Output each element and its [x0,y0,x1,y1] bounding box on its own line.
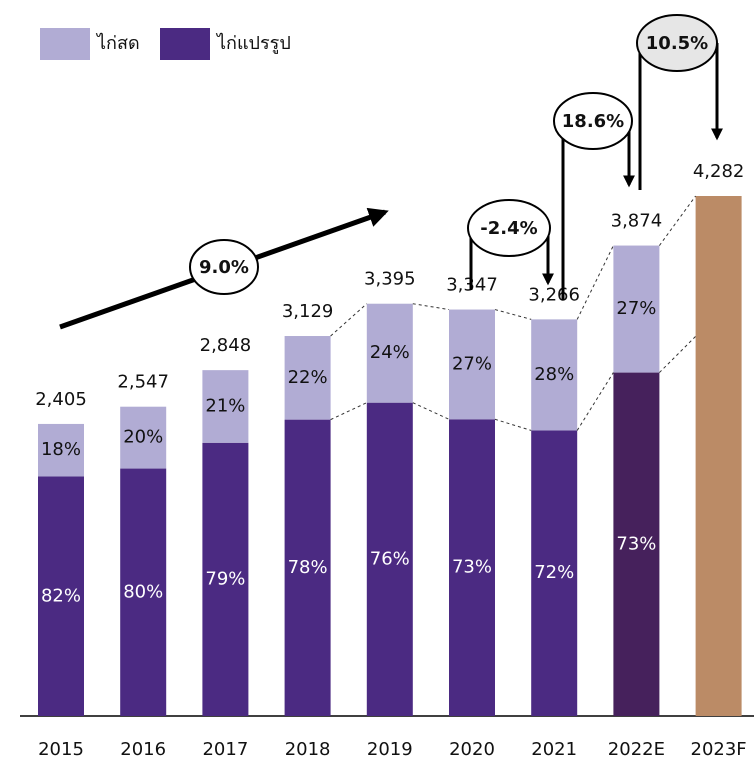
bar-segment [120,406,167,469]
total-label: 2,848 [200,335,252,356]
bar-segment [531,319,578,431]
value-label: 21% [205,395,245,416]
legend-label: ไก่สด [95,32,140,54]
bar-segment [120,468,167,716]
connector [412,402,450,420]
bar-segment [202,370,249,443]
value-label: 82% [41,585,81,606]
bubble [553,92,633,150]
legend-label: ไก่แปรรูป [215,32,291,54]
x-tick-label: 2022E [608,739,665,760]
value-label: 28% [534,364,574,385]
annotation: -2.4% [480,218,537,239]
connector [659,336,696,373]
bar-segment [38,423,84,477]
bar-segment [202,442,249,716]
x-tick-label: 2017 [202,739,248,760]
annotation: 18.6% [562,111,624,132]
value-label: 79% [205,568,245,589]
x-tick-label: 2020 [449,739,495,760]
x-tick-label: 2019 [367,739,413,760]
bar-segment [366,402,413,716]
bars: 2015 2,405 82% 18% 2016 2,547 80% 20% 2017 2,848 7… [35,161,746,760]
value-label: 24% [370,342,410,363]
bubble [467,199,551,257]
connector [658,195,697,246]
bar-segment [449,309,495,420]
bar-segment [38,476,84,716]
value-label: 20% [123,427,163,448]
connector [330,303,368,337]
bubble [636,14,718,72]
value-label: 27% [616,298,656,319]
value-label: 80% [123,581,163,602]
bar-segment [284,336,331,420]
bar-segment [531,430,578,716]
connector [412,303,450,311]
total-label: 3,874 [611,211,663,232]
value-label: 72% [534,562,574,583]
value-label: 18% [41,439,81,460]
x-tick-label: 2016 [120,739,166,760]
bar-segment [449,419,495,716]
annotation: 10.5% [646,33,708,54]
total-label: 2,547 [117,372,169,393]
total-label: 4,282 [693,161,745,182]
value-label: 27% [452,353,492,374]
bar [695,196,742,716]
total-label: 3,395 [364,269,416,290]
bar-segment [284,419,331,716]
total-label: 3,129 [282,301,334,322]
bar-segment [613,245,660,373]
connector [494,309,532,320]
bubble [189,239,259,295]
annotation: 9.0% [199,257,249,278]
bar-segment [613,372,660,716]
value-label: 73% [452,557,492,578]
connector [576,245,614,320]
connector [330,402,368,421]
annotations [59,14,723,330]
bar-segment [366,303,413,403]
value-label: 22% [288,367,328,388]
value-label: 76% [370,548,410,569]
connector [494,418,532,431]
value-label: 73% [616,533,656,554]
total-label: 2,405 [35,389,87,410]
x-tick-label: 2021 [531,739,577,760]
legend-swatch [160,28,210,60]
value-label: 78% [288,557,328,578]
x-tick-label: 2015 [38,739,84,760]
legend-swatch [40,28,90,60]
x-tick-label: 2018 [285,739,331,760]
connector [576,372,614,431]
legend: ไก่สด ไก่แปรรูป [40,28,291,60]
total-label: 3,266 [528,284,580,305]
x-tick-label: 2023F [691,739,747,760]
